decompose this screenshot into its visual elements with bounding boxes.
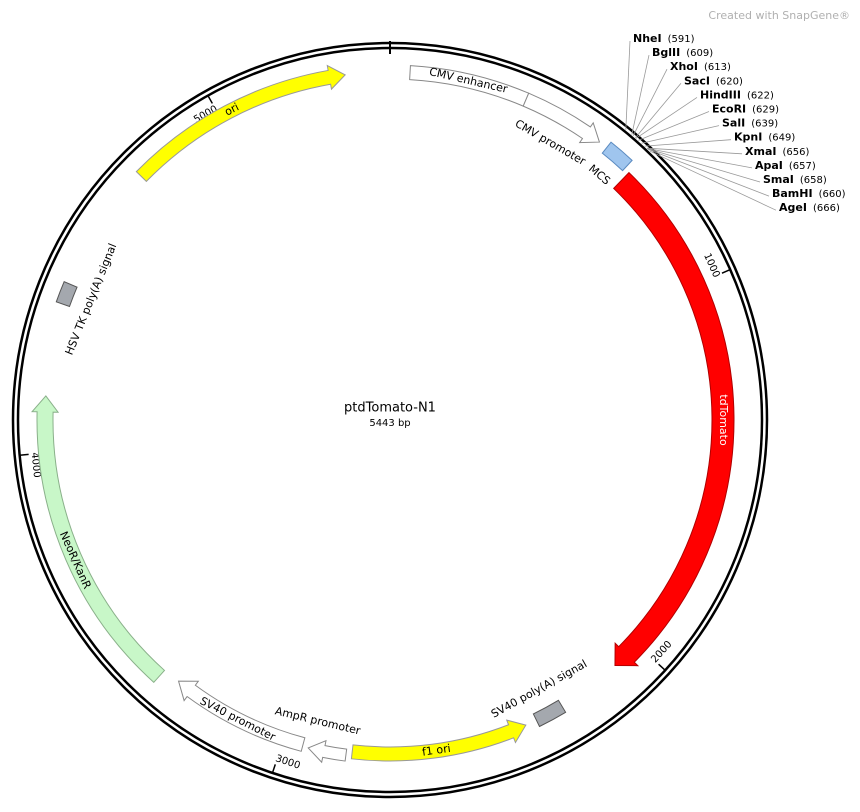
site-leader <box>649 150 777 211</box>
site-leader <box>647 148 753 169</box>
scale-label: 2000 <box>649 639 674 665</box>
site-leader <box>638 111 710 141</box>
site-name: BglII <box>652 46 680 59</box>
site-name: BamHI <box>772 187 813 200</box>
scale-tick <box>19 453 29 457</box>
plasmid-name: ptdTomato-N1 <box>344 401 436 416</box>
site-name: KpnI <box>734 131 762 144</box>
feature <box>55 281 78 308</box>
feature <box>522 92 601 144</box>
site-position: (656) <box>782 147 809 158</box>
feature-label: CMV enhancer <box>428 65 509 96</box>
site-leader <box>648 149 770 197</box>
site-name: XmaI <box>745 145 776 158</box>
site-name: HindIII <box>700 88 741 101</box>
scale-tick <box>271 764 277 774</box>
site-position: (649) <box>768 133 795 144</box>
site-leader <box>635 97 698 139</box>
watermark: Created with SnapGene® <box>708 9 850 22</box>
site-position: (658) <box>800 175 827 186</box>
feature <box>612 171 735 667</box>
site-name: SacI <box>684 74 710 87</box>
site-position: (660) <box>819 189 846 200</box>
scale-label: 1000 <box>701 252 721 280</box>
site-name: ApaI <box>755 159 783 172</box>
site-leader <box>644 139 732 147</box>
feature <box>31 395 166 684</box>
site-position: (629) <box>752 105 779 116</box>
feature-label: MCS <box>586 162 613 188</box>
scale-tick <box>721 268 731 274</box>
site-name: NheI <box>633 32 662 45</box>
feature-label: NeoR/KanR <box>57 529 94 591</box>
site-position: (609) <box>686 48 713 59</box>
site-name: EcoRI <box>712 103 746 116</box>
site-name: AgeI <box>779 201 807 214</box>
site-position: (657) <box>789 161 816 172</box>
scale-tick <box>207 95 214 104</box>
site-position: (613) <box>704 62 731 73</box>
plasmid-length: 5443 bp <box>369 418 410 429</box>
site-leader <box>632 69 668 136</box>
feature <box>350 719 527 762</box>
site-leader <box>625 40 631 130</box>
scale-label: 3000 <box>274 753 302 771</box>
feature-label: SV40 promoter <box>198 694 278 744</box>
site-name: XhoI <box>670 60 698 73</box>
site-position: (622) <box>747 90 774 101</box>
feature <box>135 64 347 183</box>
feature-label: f1 ori <box>421 742 451 759</box>
feature <box>532 699 567 728</box>
site-leader <box>646 147 743 155</box>
site-leader <box>641 125 720 144</box>
site-position: (666) <box>813 203 840 214</box>
feature <box>177 680 306 752</box>
feature-label: tdTomato <box>717 394 730 446</box>
site-position: (591) <box>668 34 695 45</box>
feature-label: ori <box>222 100 241 118</box>
site-leader <box>635 83 682 139</box>
feature <box>307 739 348 764</box>
site-name: SmaI <box>763 173 794 186</box>
scale-tick <box>658 663 666 671</box>
site-position: (620) <box>716 76 743 87</box>
site-leader <box>631 55 650 135</box>
feature <box>601 141 633 172</box>
site-leader <box>647 148 761 183</box>
site-position: (639) <box>751 119 778 130</box>
site-name: SalI <box>722 117 745 130</box>
